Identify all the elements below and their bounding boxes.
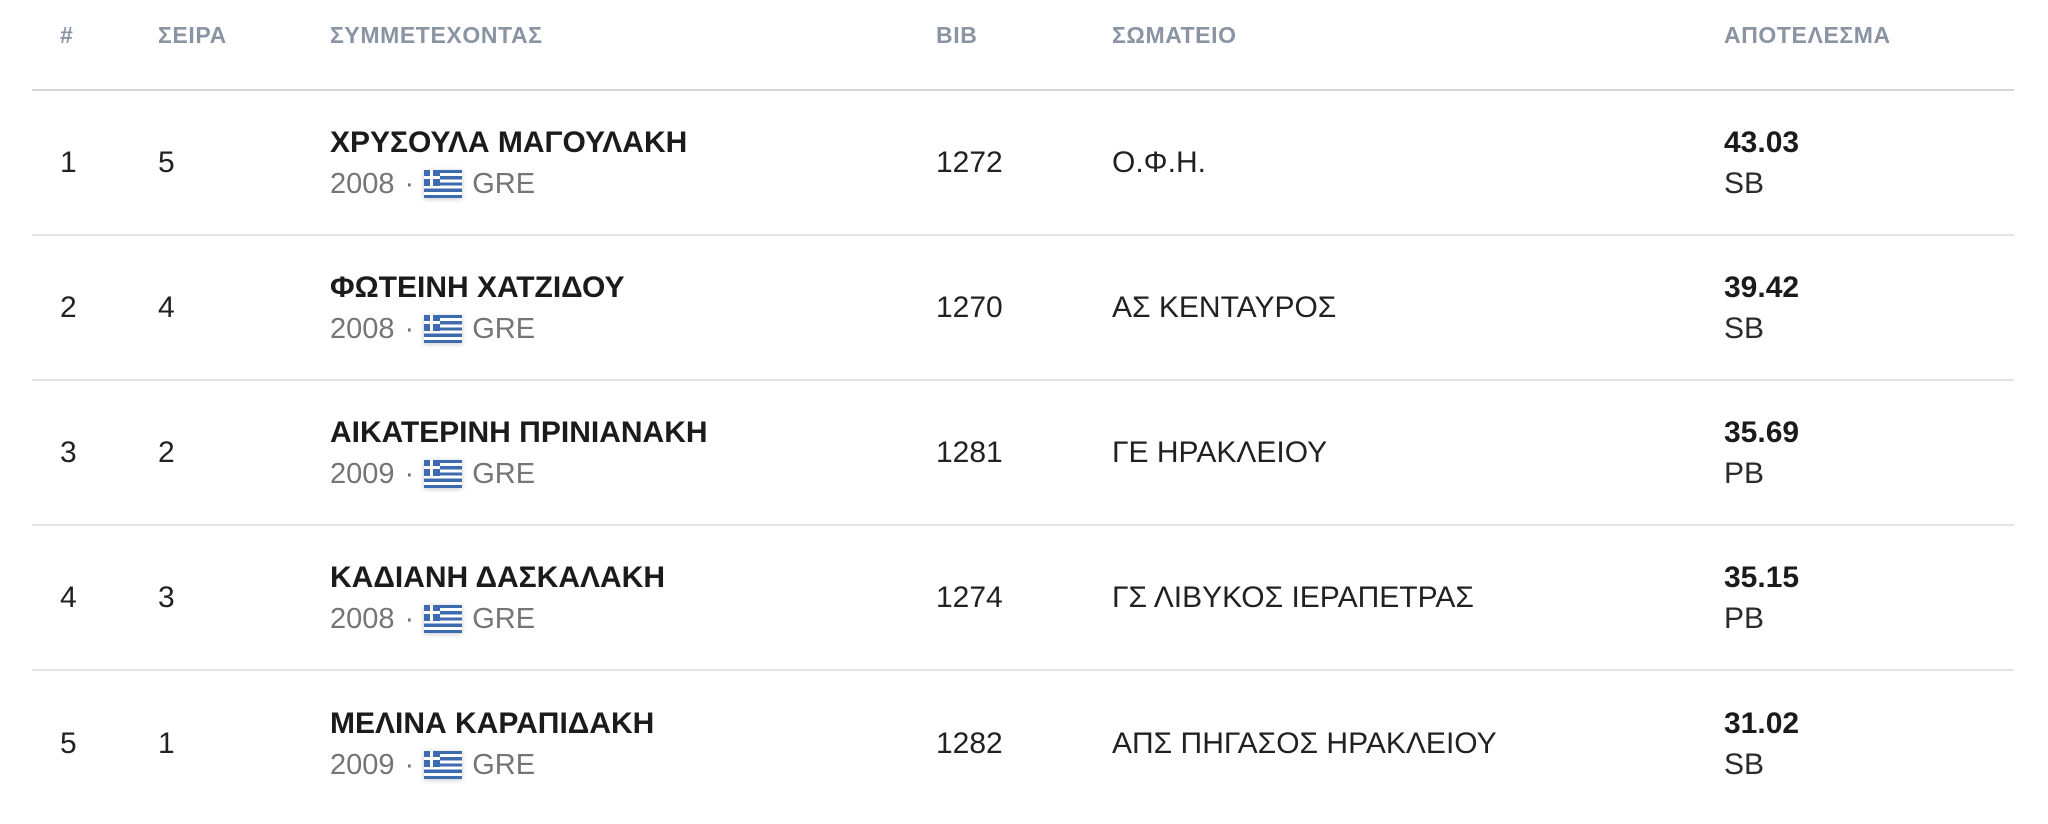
separator-dot: ·: [404, 603, 415, 635]
column-header-result: ΑΠΟΤΕΛΕΣΜΑ: [1724, 22, 1891, 48]
nationality-code: GRE: [472, 458, 536, 490]
participant-cell: ΜΕΛΙΝΑ ΚΑΡΑΠΙΔΑΚΗ 2009 · GRE: [330, 705, 936, 782]
result-cell: 43.03 SB: [1724, 124, 2014, 202]
participant-name: ΑΙΚΑΤΕΡΙΝΗ ΠΡΙΝΙΑΝΑΚΗ: [330, 416, 708, 449]
results-table-body: 1 5 ΧΡΥΣΟΥΛΑ ΜΑΓΟΥΛΑΚΗ 2008 · GRE 1272 Ο…: [32, 91, 2014, 816]
greece-flag-icon: [424, 170, 463, 198]
rank-cell: 5: [60, 726, 77, 760]
birth-year: 2009: [330, 749, 395, 781]
participant-cell: ΦΩΤΕΙΝΗ ΧΑΤΖΙΔΟΥ 2008 · GRE: [330, 269, 936, 346]
result-tag-badge: SB: [1724, 166, 1765, 200]
result-tag-badge: SB: [1724, 311, 1765, 345]
club-cell: ΓΣ ΛΙΒΥΚΟΣ ΙΕΡΑΠΕΤΡΑΣ: [1112, 580, 1474, 614]
club-cell: ΑΣ ΚΕΝΤΑΥΡΟΣ: [1112, 290, 1337, 324]
nationality-code: GRE: [472, 313, 536, 345]
greece-flag-icon: [424, 460, 463, 488]
result-value: 43.03: [1724, 125, 1800, 159]
table-row[interactable]: 2 4 ΦΩΤΕΙΝΗ ΧΑΤΖΙΔΟΥ 2008 · GRE 1270 ΑΣ …: [32, 236, 2014, 381]
bib-cell: 1281: [936, 435, 1003, 469]
result-cell: 35.15 PB: [1724, 559, 2014, 637]
nationality-code: GRE: [472, 603, 536, 635]
bib-cell: 1272: [936, 145, 1003, 179]
order-cell: 3: [158, 580, 175, 614]
club-cell: Ο.Φ.Η.: [1112, 145, 1206, 179]
table-row[interactable]: 3 2 ΑΙΚΑΤΕΡΙΝΗ ΠΡΙΝΙΑΝΑΚΗ 2009 · GRE 128…: [32, 381, 2014, 526]
birth-year: 2009: [330, 458, 395, 490]
column-header-club: ΣΩΜΑΤΕΙΟ: [1112, 22, 1237, 48]
birth-year: 2008: [330, 603, 395, 635]
participant-details: 2009 · GRE: [330, 457, 936, 491]
participant-name: ΦΩΤΕΙΝΗ ΧΑΤΖΙΔΟΥ: [330, 271, 625, 304]
table-row[interactable]: 5 1 ΜΕΛΙΝΑ ΚΑΡΑΠΙΔΑΚΗ 2009 · GRE 1282 ΑΠ…: [32, 671, 2014, 816]
rank-cell: 4: [60, 580, 77, 614]
separator-dot: ·: [404, 458, 415, 490]
order-cell: 1: [158, 726, 175, 760]
result-cell: 35.69 PB: [1724, 414, 2014, 492]
rank-cell: 1: [60, 145, 77, 179]
separator-dot: ·: [404, 313, 415, 345]
order-cell: 4: [158, 290, 175, 324]
nationality-code: GRE: [472, 749, 536, 781]
result-value: 31.02: [1724, 706, 1800, 740]
participant-name: ΚΑΔΙΑΝΗ ΔΑΣΚΑΛΑΚΗ: [330, 561, 666, 594]
order-cell: 5: [158, 145, 175, 179]
participant-details: 2008 · GRE: [330, 312, 936, 346]
greece-flag-icon: [424, 605, 463, 633]
participant-details: 2008 · GRE: [330, 167, 936, 201]
participant-details: 2008 · GRE: [330, 602, 936, 636]
bib-cell: 1270: [936, 290, 1003, 324]
result-value: 39.42: [1724, 270, 1800, 304]
bib-cell: 1282: [936, 726, 1003, 760]
result-value: 35.15: [1724, 560, 1800, 594]
participant-cell: ΚΑΔΙΑΝΗ ΔΑΣΚΑΛΑΚΗ 2008 · GRE: [330, 559, 936, 636]
table-row[interactable]: 4 3 ΚΑΔΙΑΝΗ ΔΑΣΚΑΛΑΚΗ 2008 · GRE 1274 ΓΣ…: [32, 526, 2014, 671]
result-value: 35.69: [1724, 415, 1800, 449]
bib-cell: 1274: [936, 580, 1003, 614]
results-table-header: # ΣΕΙΡΑ ΣΥΜΜΕΤΕΧΟΝΤΑΣ BIB ΣΩΜΑΤΕΙΟ ΑΠΟΤΕ…: [32, 0, 2014, 91]
results-table: # ΣΕΙΡΑ ΣΥΜΜΕΤΕΧΟΝΤΑΣ BIB ΣΩΜΑΤΕΙΟ ΑΠΟΤΕ…: [32, 0, 2014, 816]
club-cell: ΑΠΣ ΠΗΓΑΣΟΣ ΗΡΑΚΛΕΙΟΥ: [1112, 726, 1497, 760]
rank-cell: 3: [60, 435, 77, 469]
birth-year: 2008: [330, 313, 395, 345]
order-cell: 2: [158, 435, 175, 469]
participant-cell: ΑΙΚΑΤΕΡΙΝΗ ΠΡΙΝΙΑΝΑΚΗ 2009 · GRE: [330, 414, 936, 491]
nationality-code: GRE: [472, 168, 536, 200]
table-row[interactable]: 1 5 ΧΡΥΣΟΥΛΑ ΜΑΓΟΥΛΑΚΗ 2008 · GRE 1272 Ο…: [32, 91, 2014, 236]
participant-cell: ΧΡΥΣΟΥΛΑ ΜΑΓΟΥΛΑΚΗ 2008 · GRE: [330, 124, 936, 201]
birth-year: 2008: [330, 168, 395, 200]
participant-name: ΧΡΥΣΟΥΛΑ ΜΑΓΟΥΛΑΚΗ: [330, 126, 688, 159]
greece-flag-icon: [424, 751, 463, 779]
participant-name: ΜΕΛΙΝΑ ΚΑΡΑΠΙΔΑΚΗ: [330, 707, 655, 740]
separator-dot: ·: [404, 749, 415, 781]
column-header-order: ΣΕΙΡΑ: [158, 22, 227, 48]
result-cell: 31.02 SB: [1724, 705, 2014, 783]
greece-flag-icon: [424, 315, 463, 343]
result-cell: 39.42 SB: [1724, 269, 2014, 347]
result-tag-badge: PB: [1724, 601, 1765, 635]
column-header-bib: BIB: [936, 22, 978, 48]
participant-details: 2009 · GRE: [330, 748, 936, 782]
column-header-participant: ΣΥΜΜΕΤΕΧΟΝΤΑΣ: [330, 22, 543, 48]
result-tag-badge: PB: [1724, 456, 1765, 490]
separator-dot: ·: [404, 168, 415, 200]
club-cell: ΓΕ ΗΡΑΚΛΕΙΟΥ: [1112, 435, 1328, 469]
rank-cell: 2: [60, 290, 77, 324]
column-header-rank: #: [60, 22, 74, 48]
result-tag-badge: SB: [1724, 747, 1765, 781]
